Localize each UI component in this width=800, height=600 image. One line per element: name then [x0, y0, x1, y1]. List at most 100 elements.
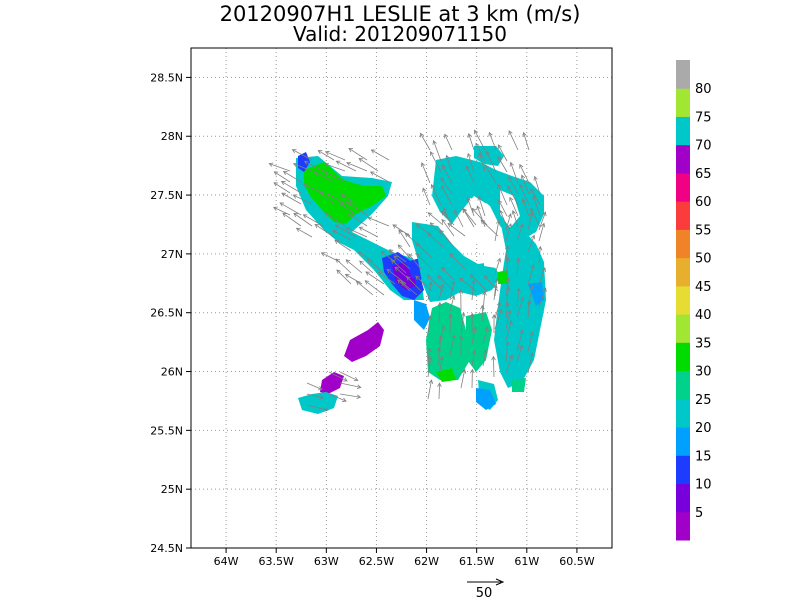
wind-vector-shaft — [335, 258, 352, 274]
wind-vector — [422, 187, 431, 206]
wind-vector-shaft — [293, 213, 313, 227]
wind-vector-shaft — [438, 335, 442, 356]
wind-vector-head — [345, 226, 351, 232]
wind-vector-head — [530, 207, 535, 213]
lat-tick-label: 28.5N — [150, 71, 183, 84]
wind-vector — [527, 352, 534, 374]
wind-vector — [499, 209, 508, 228]
wind-vector-head — [345, 201, 351, 206]
wind-vector-head — [516, 287, 521, 293]
wind-vector-shaft — [510, 162, 519, 184]
wind-vector-head — [437, 301, 443, 307]
colorbar-swatch — [676, 455, 690, 485]
wind-vector-shaft — [269, 163, 291, 172]
wind-vector — [505, 213, 512, 231]
wind-vector — [527, 285, 535, 308]
wind-vector-head — [380, 250, 386, 256]
wind-vector — [516, 296, 525, 319]
wind-vector-shaft — [306, 382, 323, 390]
wind-vector — [447, 222, 466, 237]
wind-vector-head — [406, 276, 411, 281]
wind-vector-shaft — [364, 280, 385, 296]
colorbar-swatch — [676, 370, 690, 400]
wind-vector — [471, 279, 476, 301]
lat-tick-label: 27N — [161, 248, 183, 261]
wind-vector — [419, 132, 431, 151]
wind-vector-shaft — [273, 182, 291, 194]
wind-vector — [440, 177, 453, 195]
wind-vector-shaft — [293, 194, 313, 205]
wind-vector — [326, 193, 346, 205]
wind-vector — [527, 234, 536, 253]
wind-vector-head — [532, 194, 537, 200]
wind-vector-shaft — [438, 302, 441, 323]
wind-vector-shaft — [516, 330, 523, 352]
wind-vector-shaft — [507, 185, 519, 206]
wind-vector — [306, 382, 323, 391]
wind-vector-head — [469, 274, 475, 279]
colorbar-label: 50 — [695, 252, 712, 267]
wind-vector-shaft — [488, 132, 497, 151]
wind-vector-head — [508, 175, 513, 181]
wind-vector-head — [404, 232, 410, 238]
colorbar-swatch — [676, 257, 690, 287]
wind-vector-shaft — [460, 312, 465, 334]
wind-vector — [324, 212, 346, 227]
wind-vector-head — [336, 269, 341, 275]
wind-vector — [497, 183, 508, 206]
wind-vector-head — [542, 211, 547, 217]
wind-vector-shaft — [505, 354, 513, 374]
colorbar-label: 45 — [695, 280, 712, 295]
wind-vector — [469, 274, 488, 292]
wind-vector — [480, 304, 485, 323]
wind-vector-head — [530, 264, 535, 269]
wind-vector — [466, 197, 475, 217]
wind-vector-head — [353, 377, 359, 382]
wind-vector-head — [343, 377, 348, 382]
wind-vector — [328, 371, 348, 382]
wind-vector — [306, 393, 325, 400]
wind-vector — [331, 229, 352, 241]
wind-vector-shaft — [279, 202, 302, 216]
wind-vector-head — [394, 266, 400, 272]
wind-vector — [388, 249, 407, 263]
wind-vector — [317, 150, 335, 161]
wind-vector — [494, 257, 502, 275]
wind-vector — [390, 259, 407, 274]
wind-vector — [527, 211, 534, 231]
wind-vector-head — [426, 347, 432, 353]
wind-vector — [533, 175, 541, 195]
wind-vector-head — [474, 129, 479, 135]
wind-vector-head — [419, 132, 425, 138]
wind-vector-shaft — [538, 212, 546, 231]
wind-vector-shaft — [439, 229, 455, 248]
wind-vector-head — [345, 259, 351, 264]
wind-vector — [273, 171, 291, 183]
wind-vector-shaft — [486, 151, 497, 173]
wind-vector-shaft — [467, 153, 475, 173]
wind-vector-head — [426, 232, 432, 237]
wind-vector-head — [458, 335, 464, 340]
wind-vector-head — [520, 174, 526, 180]
wind-vector-shaft — [467, 197, 475, 217]
colorbar-label: 70 — [695, 139, 712, 154]
wind-vector-head — [451, 280, 456, 286]
wind-vector-head — [507, 185, 512, 190]
wind-vector — [344, 273, 363, 285]
wind-vector-head — [359, 260, 364, 265]
lat-tick-label: 25N — [161, 483, 183, 496]
wind-vector — [357, 251, 374, 263]
wind-vector-shaft — [538, 246, 541, 264]
wind-vector-head — [506, 276, 511, 282]
wind-vector-head — [450, 295, 456, 300]
wind-vector — [478, 152, 486, 173]
wind-vector-head — [530, 188, 535, 193]
wind-vector — [532, 194, 541, 217]
wind-vector-shaft — [359, 226, 379, 238]
wind-vector-shaft — [314, 224, 335, 238]
wind-vector-shaft — [449, 281, 455, 301]
wind-vector — [491, 314, 497, 334]
colorbar-swatch — [676, 342, 690, 372]
wind-vector-shaft — [494, 258, 501, 275]
wind-speed-patch — [508, 334, 534, 376]
